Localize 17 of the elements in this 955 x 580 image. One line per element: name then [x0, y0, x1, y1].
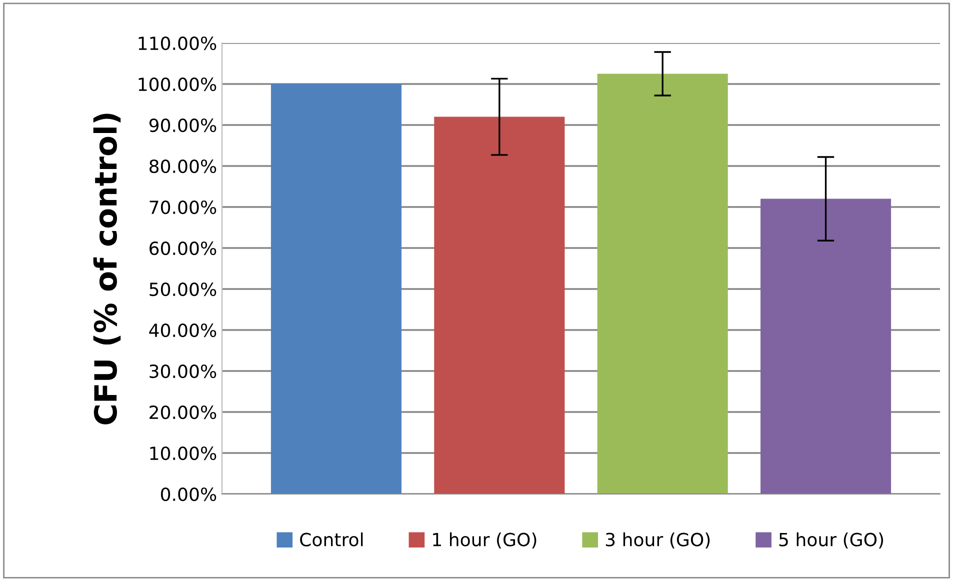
- y-tick-label: 70.00%: [150, 200, 216, 214]
- legend-label: 1 hour (GO): [433, 532, 536, 549]
- legend-label: 3 hour (GO): [606, 532, 710, 549]
- y-tick-label: 40.00%: [149, 323, 216, 338]
- y-tick-label: 10.00%: [150, 446, 216, 460]
- legend-label: Control: [300, 532, 363, 546]
- y-tick-label: 0.00%: [160, 487, 216, 502]
- y-tick-label: 100.00%: [138, 77, 216, 92]
- y-tick-label: 90.00%: [149, 118, 216, 132]
- y-tick-label: 60.00%: [150, 241, 216, 256]
- y-tick-label: 110.00%: [138, 36, 216, 50]
- y-axis-title: CFU (% of control): [93, 114, 121, 424]
- y-tick-label: 30.00%: [150, 364, 216, 378]
- legend-label: 5 hour (GO): [779, 532, 884, 549]
- y-tick-label: 50.00%: [150, 282, 216, 296]
- y-tick-label: 80.00%: [150, 159, 216, 174]
- y-tick-label: 20.00%: [150, 405, 216, 420]
